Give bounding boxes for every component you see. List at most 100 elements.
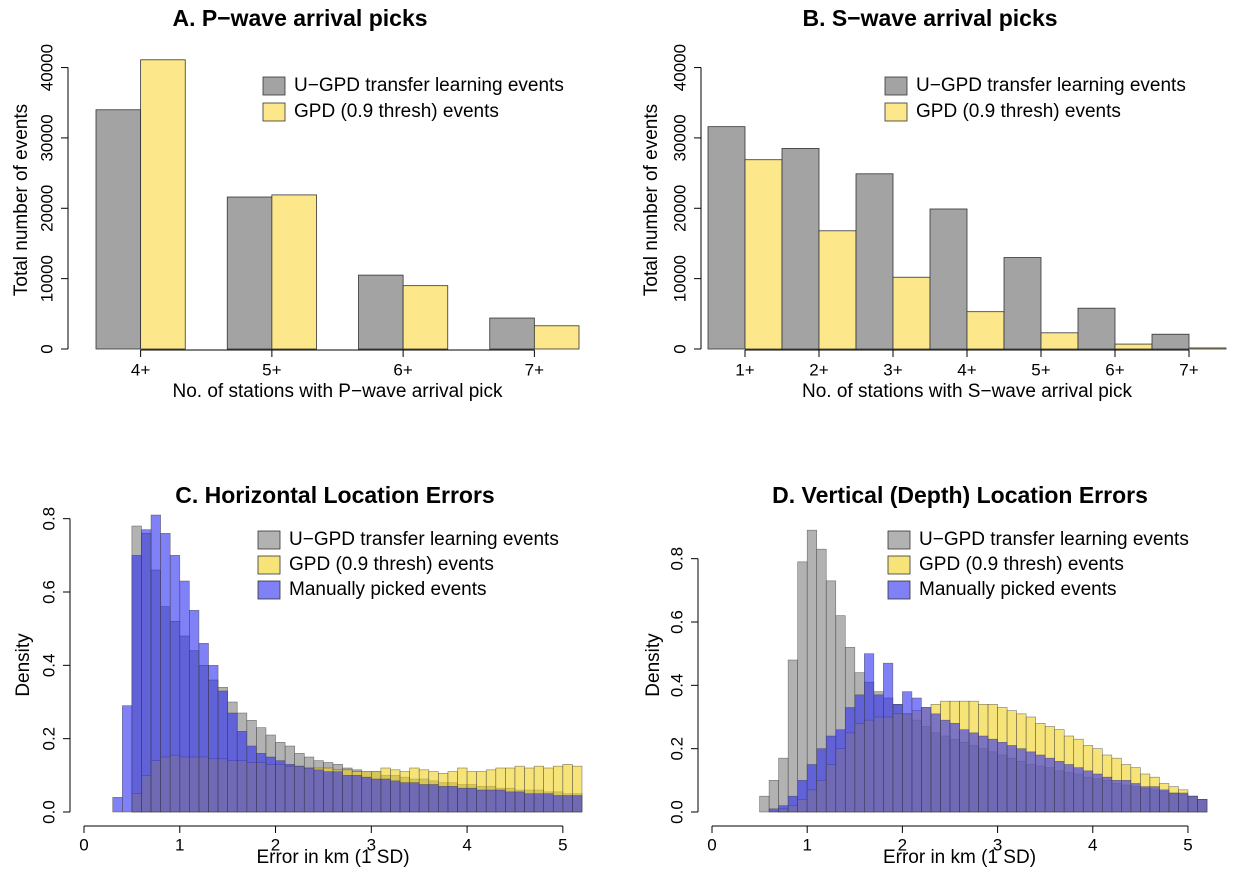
x-tick-label: 0: [707, 835, 716, 854]
histogram-bar: [1044, 757, 1055, 813]
x-tick-label: 6+: [1105, 360, 1124, 379]
legend-swatch: [257, 580, 281, 600]
x-tick-label: 4: [462, 835, 471, 854]
histogram-bar: [835, 729, 846, 813]
legend-swatch: [884, 76, 908, 96]
chart-title: D. Vertical (Depth) Location Errors: [772, 482, 1148, 508]
histogram-bar: [978, 735, 989, 813]
histogram-bar: [169, 555, 181, 813]
histogram-bar: [806, 764, 818, 813]
y-tick-label: 40000: [670, 44, 689, 91]
y-tick-label: 0.2: [667, 737, 686, 761]
legend-label: U−GPD transfer learning events: [294, 75, 564, 96]
histogram-bar: [759, 795, 770, 813]
histogram-bar: [390, 780, 401, 813]
histogram-bar: [495, 789, 506, 813]
bar: [402, 285, 449, 350]
legend-label: U−GPD transfer learning events: [919, 529, 1189, 550]
histogram-bar: [1063, 764, 1075, 813]
bar: [1151, 333, 1190, 350]
bar: [271, 194, 317, 350]
histogram-bar: [768, 780, 779, 813]
histogram-bar: [1168, 792, 1179, 813]
histogram-bar: [562, 795, 573, 813]
x-tick-label: 5+: [262, 360, 281, 379]
histogram-bar: [399, 782, 410, 813]
histogram-bar: [1121, 780, 1132, 813]
histogram-bar: [409, 782, 420, 813]
histogram-bar: [1035, 754, 1046, 813]
y-tick-label: 10000: [37, 255, 56, 302]
legend-label: GPD (0.9 thresh) events: [289, 554, 494, 575]
legend-swatch: [884, 102, 908, 122]
histogram-bar: [873, 694, 884, 813]
legend-swatch: [257, 555, 281, 575]
histogram-bar: [1006, 745, 1017, 813]
chart-title: A. P−wave arrival picks: [172, 5, 427, 31]
histogram-bar: [1025, 751, 1036, 813]
histogram-bar: [141, 529, 152, 813]
histogram-bar: [892, 704, 903, 813]
legend-label: Manually picked events: [289, 579, 487, 600]
x-tick-label: 6+: [393, 360, 412, 379]
x-tick-label: 7+: [1179, 360, 1198, 379]
histogram-bar: [256, 753, 267, 813]
histogram-bar: [940, 719, 951, 813]
histogram-bar: [1054, 761, 1065, 813]
bar: [1003, 257, 1042, 350]
x-tick-label: 1+: [735, 360, 754, 379]
histogram-bar: [198, 643, 209, 813]
histogram-bar: [921, 707, 932, 813]
histogram-bar: [883, 662, 894, 813]
histogram-bar: [189, 610, 200, 813]
histogram-bar: [476, 789, 487, 813]
bar: [707, 126, 746, 350]
x-tick-label: 2: [271, 835, 280, 854]
x-tick-label: 2+: [809, 360, 828, 379]
y-tick-label: 30000: [670, 114, 689, 161]
x-axis-label: No. of stations with S−wave arrival pick: [802, 381, 1132, 402]
histogram-bar: [236, 731, 248, 813]
histogram-bar: [361, 776, 372, 813]
x-tick-label: 0: [79, 835, 88, 854]
y-tick-label: 0: [670, 344, 689, 353]
histogram-bar: [323, 771, 334, 813]
bar: [489, 317, 535, 350]
histogram-bar: [217, 690, 228, 813]
y-axis-label: Total number of events: [641, 104, 662, 296]
histogram-bar: [1159, 789, 1170, 813]
panel: B. S−wave arrival picks No. of stations w…: [641, 5, 1227, 402]
histogram-bar: [543, 793, 554, 813]
histogram-bar: [930, 713, 941, 813]
histogram-bar: [457, 787, 468, 813]
x-tick-label: 4+: [957, 360, 976, 379]
histogram-bar: [112, 797, 123, 813]
histogram-bar: [275, 760, 286, 813]
histogram-bar: [227, 712, 238, 813]
histogram-bar: [371, 778, 382, 813]
histogram-bar: [902, 691, 913, 813]
legend-label: GPD (0.9 thresh) events: [916, 101, 1121, 122]
histogram-bar: [1178, 792, 1189, 813]
x-tick-label: 4+: [131, 360, 150, 379]
y-tick-label: 0: [37, 344, 56, 353]
legend-swatch: [262, 102, 286, 122]
bar: [1188, 347, 1227, 350]
x-tick-label: 3: [993, 835, 1002, 854]
histogram-bar: [1073, 767, 1084, 813]
y-tick-label: 0.0: [39, 800, 58, 824]
legend-label: Manually picked events: [919, 579, 1117, 600]
y-tick-label: 0.4: [39, 654, 58, 678]
histogram-bar: [265, 756, 276, 813]
y-tick-label: 0.4: [667, 674, 686, 698]
x-tick-label: 5: [1183, 835, 1192, 854]
legend-swatch: [257, 530, 281, 550]
y-tick-label: 0.0: [667, 800, 686, 824]
bar: [966, 311, 1005, 350]
bar: [892, 276, 931, 350]
bar: [1077, 307, 1116, 350]
histogram-bar: [768, 808, 779, 813]
histogram-bar: [505, 791, 516, 813]
y-tick-label: 20000: [37, 185, 56, 232]
histogram-bar: [778, 805, 789, 813]
